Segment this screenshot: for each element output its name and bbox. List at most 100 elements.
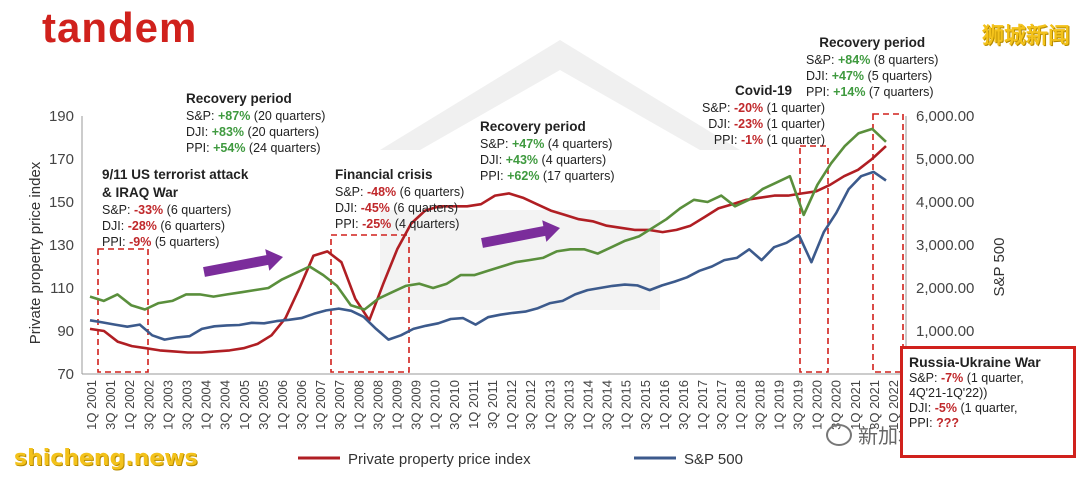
x-tick-label: 1Q 2022: [886, 380, 901, 430]
x-tick-label: 3Q 2009: [409, 380, 424, 430]
annotation-line: DJI: -28% (6 quarters): [102, 219, 225, 233]
x-tick-label: 1Q 2010: [428, 380, 443, 430]
background-logo: [380, 40, 740, 150]
annotation-financial-crisis: Financial crisis S&P: -48% (6 quarters) …: [335, 166, 464, 232]
legend-label-sp500: S&P 500: [684, 451, 743, 468]
annotation-line: DJI: +47% (5 quarters): [806, 69, 933, 83]
annotation-line: S&P: +47% (4 quarters): [480, 137, 613, 151]
y-tick-label-right: 5,000.00: [916, 151, 974, 168]
russia-line-sp-note: 4Q'21-1Q'22)): [909, 386, 988, 400]
y-tick-label-left: 110: [50, 280, 74, 297]
annotation-line: S&P: -33% (6 quarters): [102, 203, 232, 217]
x-tick-label: 3Q 2014: [600, 380, 615, 430]
x-tick-label: 1Q 2012: [504, 380, 519, 430]
russia-line-ppi: PPI: ???: [909, 416, 960, 430]
x-tick-label: 1Q 2011: [466, 380, 481, 429]
annotation-911: 9/11 US terrorist attack & IRAQ War S&P:…: [102, 166, 248, 250]
x-tick-label: 1Q 2014: [580, 380, 595, 430]
x-tick-label: 1Q 2003: [160, 380, 175, 430]
event-highlight-box: [330, 234, 410, 373]
annotation-title: Recovery period: [480, 119, 586, 134]
x-tick-label: 3Q 2020: [829, 380, 844, 430]
page-title: tandem: [42, 4, 198, 51]
x-tick-label: 3Q 2007: [332, 380, 347, 430]
y-tick-label-left: 190: [49, 108, 74, 125]
annotation-title: Recovery period: [186, 91, 292, 106]
x-tick-label: 1Q 2009: [390, 380, 405, 430]
annotation-line: PPI: +54% (24 quarters): [186, 141, 321, 155]
series-line-s-p-500: [89, 170, 887, 341]
y-axis-label-right: S&P 500: [991, 238, 1008, 297]
annotation-line: S&P: -48% (6 quarters): [335, 185, 465, 199]
annotation-title: Financial crisis: [335, 167, 433, 182]
x-tick-label: 3Q 2010: [447, 380, 462, 430]
annotation-line: DJI: +43% (4 quarters): [480, 153, 607, 167]
x-tick-label: 3Q 2004: [218, 380, 233, 430]
x-tick-label: 3Q 2018: [752, 380, 767, 430]
event-highlight-box: [97, 248, 149, 373]
annotation-line: DJI: -23% (1 quarter): [708, 117, 826, 131]
y-tick-label-right: 6,000.00: [916, 108, 974, 125]
series-line-private-property-price-index: [89, 145, 887, 354]
series-line-dji: [89, 127, 887, 311]
x-tick-label: 1Q 2016: [657, 380, 672, 430]
x-tick-label: 1Q 2005: [237, 380, 252, 430]
annotation-line: PPI: -25% (4 quarters): [335, 217, 460, 231]
x-tick-label: 1Q 2020: [810, 380, 825, 430]
x-tick-label: 3Q 2005: [256, 380, 271, 430]
x-tick-label: 1Q 2015: [619, 380, 634, 430]
x-tick-label: 3Q 2001: [103, 380, 118, 430]
annotation-recovery-1: Recovery period S&P: +87% (20 quarters) …: [186, 90, 325, 156]
y-tick-label-right: 3,000.00: [916, 237, 974, 254]
x-tick-label: 3Q 2003: [179, 380, 194, 430]
x-tick-label: 3Q 2006: [294, 380, 309, 430]
event-highlight-box: [799, 145, 829, 373]
annotation-title: Recovery period: [819, 35, 926, 50]
y-tick-label-left: 70: [57, 366, 74, 383]
x-tick-label: 1Q 2002: [122, 380, 137, 430]
x-tick-label: 1Q 2008: [351, 380, 366, 430]
x-tick-label: 3Q 2011: [485, 380, 500, 429]
x-tick-label: 1Q 2006: [275, 380, 290, 430]
annotation-title: 9/11 US terrorist attack: [102, 167, 249, 182]
brand-watermark: 狮城新闻: [981, 24, 1070, 49]
x-tick-label: 1Q 2007: [313, 380, 328, 430]
x-tick-label: 3Q 2017: [714, 380, 729, 430]
x-tick-label: 1Q 2021: [848, 380, 863, 430]
y-tick-label-left: 170: [49, 151, 74, 168]
russia-line-sp: S&P: -7% (1 quarter,: [909, 371, 1024, 385]
annotation-line: PPI: +14% (7 quarters): [806, 85, 934, 99]
annotation-title: Covid-19: [735, 83, 793, 98]
x-tick-label: 3Q 2016: [676, 380, 691, 430]
annotation-line: PPI: -1% (1 quarter): [713, 133, 826, 147]
x-tick-label: 3Q 2012: [523, 380, 538, 430]
annotation-line: S&P: +87% (20 quarters): [186, 109, 326, 123]
x-tick-label: 3Q 2021: [867, 380, 882, 430]
x-tick-label: 1Q 2017: [695, 380, 710, 430]
trend-arrow: [203, 249, 283, 277]
x-tick-label: 1Q 2019: [771, 380, 786, 430]
y-tick-label-left: 150: [49, 194, 74, 211]
x-tick-label: 3Q 2013: [561, 380, 576, 430]
x-tick-label: 1Q 2018: [733, 380, 748, 430]
y-tick-label-left: 90: [57, 323, 74, 340]
x-tick-label: 1Q 2004: [199, 380, 214, 430]
annotation-recovery-3: Recovery period S&P: +84% (8 quarters) D…: [806, 34, 938, 100]
x-tick-label: 1Q 2013: [542, 380, 557, 430]
russia-title: Russia-Ukraine War: [909, 354, 1041, 370]
legend-label-ppi: Private property price index: [348, 451, 531, 468]
russia-line-dji: DJI: -5% (1 quarter,: [909, 401, 1018, 415]
russia-ukraine-box: Russia-Ukraine War S&P: -7% (1 quarter, …: [900, 346, 1076, 458]
y-tick-label-right: 2,000.00: [916, 280, 974, 297]
x-tick-label: 3Q 2002: [141, 380, 156, 430]
x-tick-label: 3Q 2019: [791, 380, 806, 430]
trend-arrow: [481, 220, 560, 248]
annotation-line: PPI: -9% (5 quarters): [102, 235, 220, 249]
site-watermark: shicheng.news: [14, 446, 198, 471]
y-tick-label-left: 130: [49, 237, 74, 254]
annotation-line: PPI: +62% (17 quarters): [480, 169, 615, 183]
event-highlight-box: [872, 113, 904, 373]
annotation-line: S&P: +84% (8 quarters): [806, 53, 939, 67]
annotation-line: S&P: -20% (1 quarter): [702, 101, 826, 115]
